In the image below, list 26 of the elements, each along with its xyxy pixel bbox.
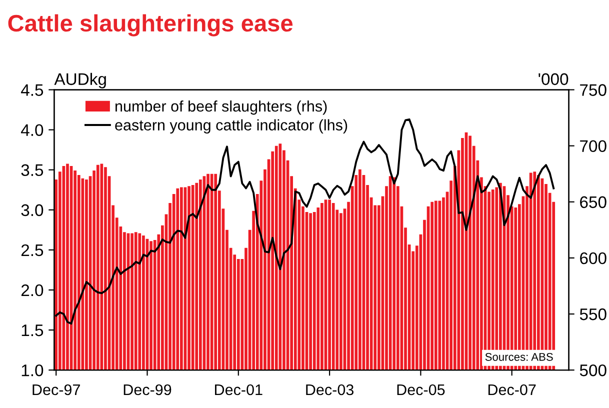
x-tick-label: Dec-01 xyxy=(215,384,262,396)
y-tick-label: 1.5 xyxy=(22,324,44,336)
y-tick-label: 4.5 xyxy=(21,84,44,96)
y-tick-label: 2.5 xyxy=(21,244,44,256)
x-tick-label: Dec-05 xyxy=(397,384,445,396)
x-tick-label: Dec-99 xyxy=(124,384,172,396)
y2-tick-label: 750 xyxy=(580,84,606,96)
chart-title: Cattle slaughterings ease xyxy=(8,14,293,36)
y2-tick-label: 650 xyxy=(580,196,606,208)
y2-tick-label: 500 xyxy=(580,364,606,376)
y-tick-label: 3.5 xyxy=(21,164,44,176)
y-tick-label: 2.0 xyxy=(21,284,44,296)
y2-tick-label: 550 xyxy=(580,308,606,320)
y-axis-title: AUDkg xyxy=(54,72,106,88)
x-tick-label: Dec-07 xyxy=(488,384,536,396)
y2-axis-title: '000 xyxy=(538,73,568,86)
x-tick-label: Dec-03 xyxy=(306,384,354,396)
x-tick-label: Dec-97 xyxy=(32,384,80,396)
y-tick-label: 1.0 xyxy=(22,364,44,376)
y2-tick-label: 600 xyxy=(580,252,606,264)
annotation: Sources: ABS xyxy=(485,352,553,361)
y-tick-label: 3.0 xyxy=(21,204,44,216)
y2-tick-label: 700 xyxy=(580,140,606,152)
legend-label: number of beef slaughters (rhs) xyxy=(116,100,327,115)
legend-label: eastern young cattle indicator (lhs) xyxy=(115,119,348,134)
y-tick-label: 4.0 xyxy=(21,124,44,136)
